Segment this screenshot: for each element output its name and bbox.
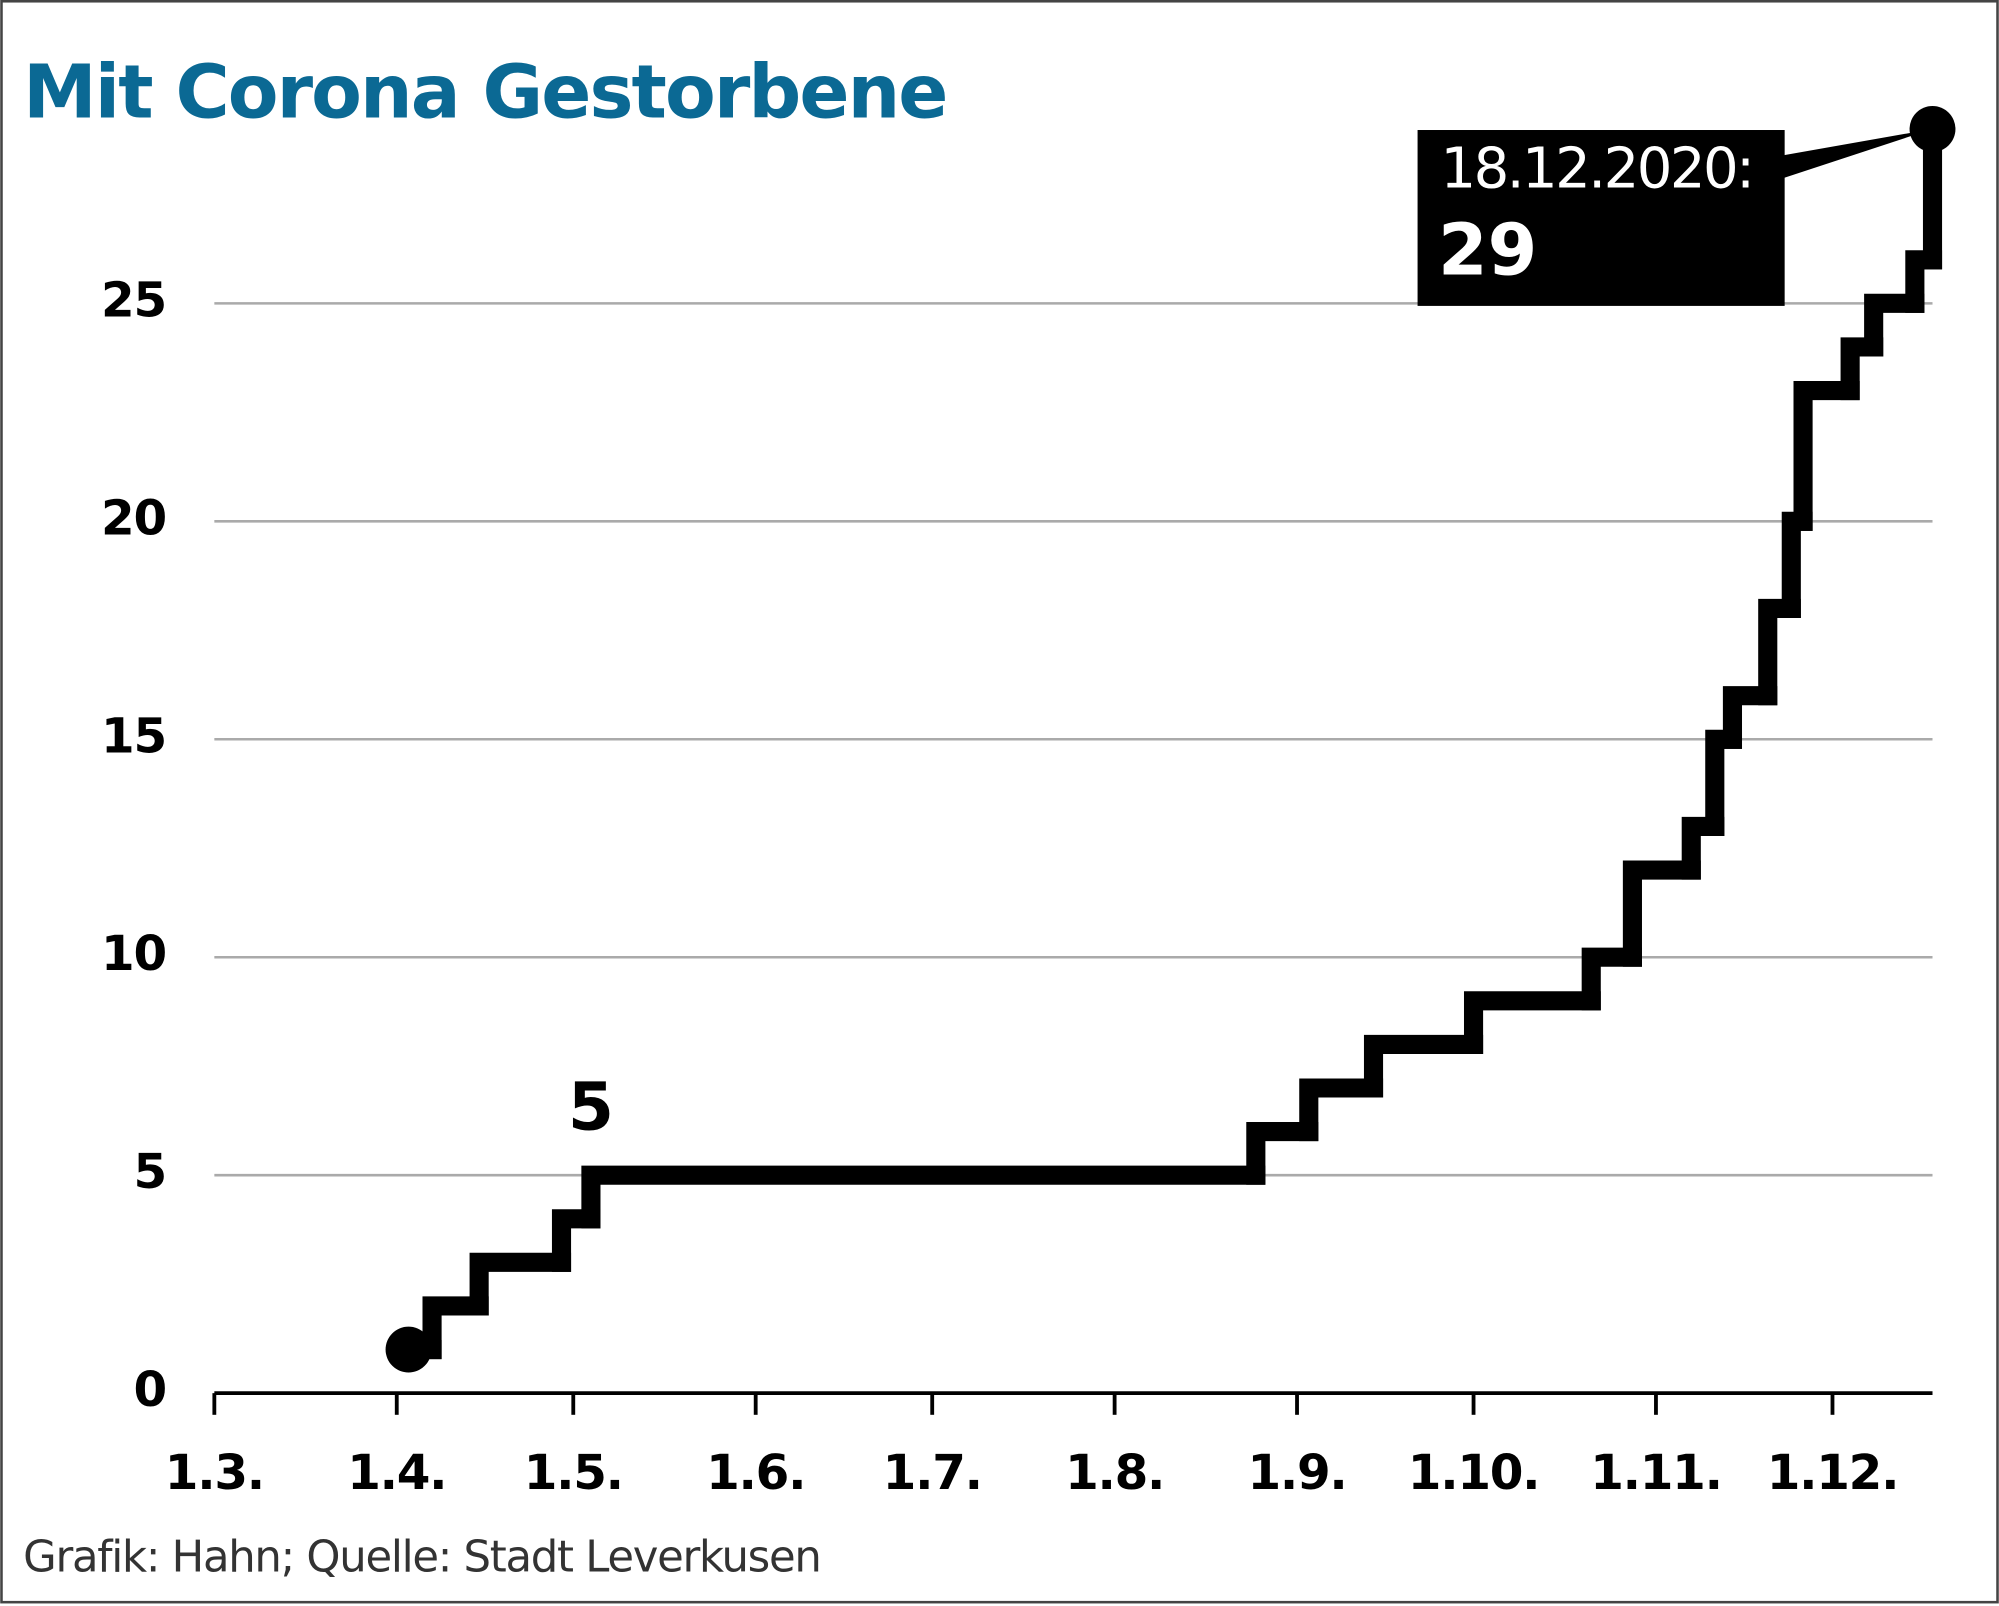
- y-tick-label: 25: [101, 272, 166, 328]
- x-tick-label: 1.3.: [165, 1445, 264, 1501]
- annotation-value: 29: [1438, 208, 1537, 291]
- x-tick-label: 1.12.: [1767, 1445, 1899, 1501]
- step-segment: [551, 1209, 601, 1272]
- step-segment: [1722, 686, 1778, 749]
- step-segment: [422, 1296, 489, 1360]
- x-tick-label: 1.6.: [706, 1445, 805, 1501]
- x-tick-label: 1.5.: [524, 1445, 623, 1501]
- step-segment: [1622, 860, 1701, 967]
- step-segment: [1864, 293, 1925, 357]
- step-segment: [581, 1165, 1266, 1229]
- y-tick-label: 10: [101, 926, 166, 982]
- start-dot: [385, 1326, 432, 1373]
- x-tick-label: 1.4.: [347, 1445, 446, 1501]
- step-segment: [1793, 380, 1860, 531]
- y-tick-label: 15: [101, 708, 166, 764]
- step-segment: [469, 1252, 572, 1316]
- annotation-value: 5: [568, 1068, 614, 1146]
- chart-title: Mit Corona Gestorbene: [23, 49, 946, 135]
- step-segment: [1299, 1078, 1384, 1142]
- x-tick-label: 1.7.: [883, 1445, 982, 1501]
- y-tick-label: 5: [133, 1144, 165, 1200]
- annotation-label: 18.12.2020:: [1441, 137, 1753, 202]
- x-tick-label: 1.11.: [1590, 1445, 1722, 1501]
- step-segment: [1463, 991, 1601, 1054]
- source: Grafik: Hahn; Quelle: Stadt Leverkusen: [23, 1533, 820, 1583]
- annotation-box: [1417, 130, 1785, 306]
- step-segment: [1363, 1034, 1484, 1098]
- annotation-pointer: [1782, 128, 1933, 179]
- step-segment: [1581, 947, 1642, 1011]
- x-tick-label: 1.10.: [1408, 1445, 1540, 1501]
- x-tick-label: 1.8.: [1065, 1445, 1164, 1501]
- y-tick-label: 20: [101, 490, 166, 546]
- step-segment: [1246, 1122, 1319, 1185]
- y-tick-label: 0: [133, 1362, 165, 1418]
- x-tick-label: 1.9.: [1247, 1445, 1346, 1501]
